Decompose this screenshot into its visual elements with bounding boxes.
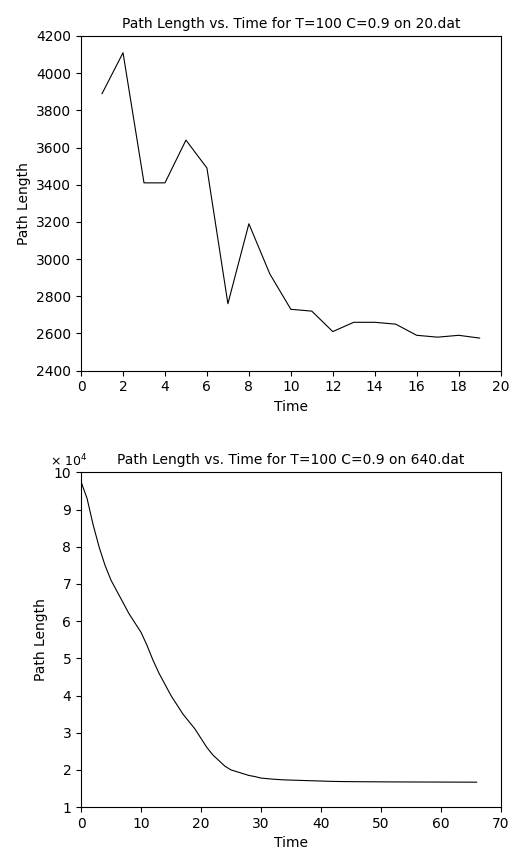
Y-axis label: Path Length: Path Length <box>17 162 31 244</box>
Y-axis label: Path Length: Path Length <box>34 598 48 681</box>
Title: Path Length vs. Time for T=100 C=0.9 on 20.dat: Path Length vs. Time for T=100 C=0.9 on … <box>122 16 460 30</box>
X-axis label: Time: Time <box>274 400 308 414</box>
X-axis label: Time: Time <box>274 837 308 851</box>
Text: $\times$ 10$^4$: $\times$ 10$^4$ <box>49 453 87 469</box>
Title: Path Length vs. Time for T=100 C=0.9 on 640.dat: Path Length vs. Time for T=100 C=0.9 on … <box>117 453 464 467</box>
